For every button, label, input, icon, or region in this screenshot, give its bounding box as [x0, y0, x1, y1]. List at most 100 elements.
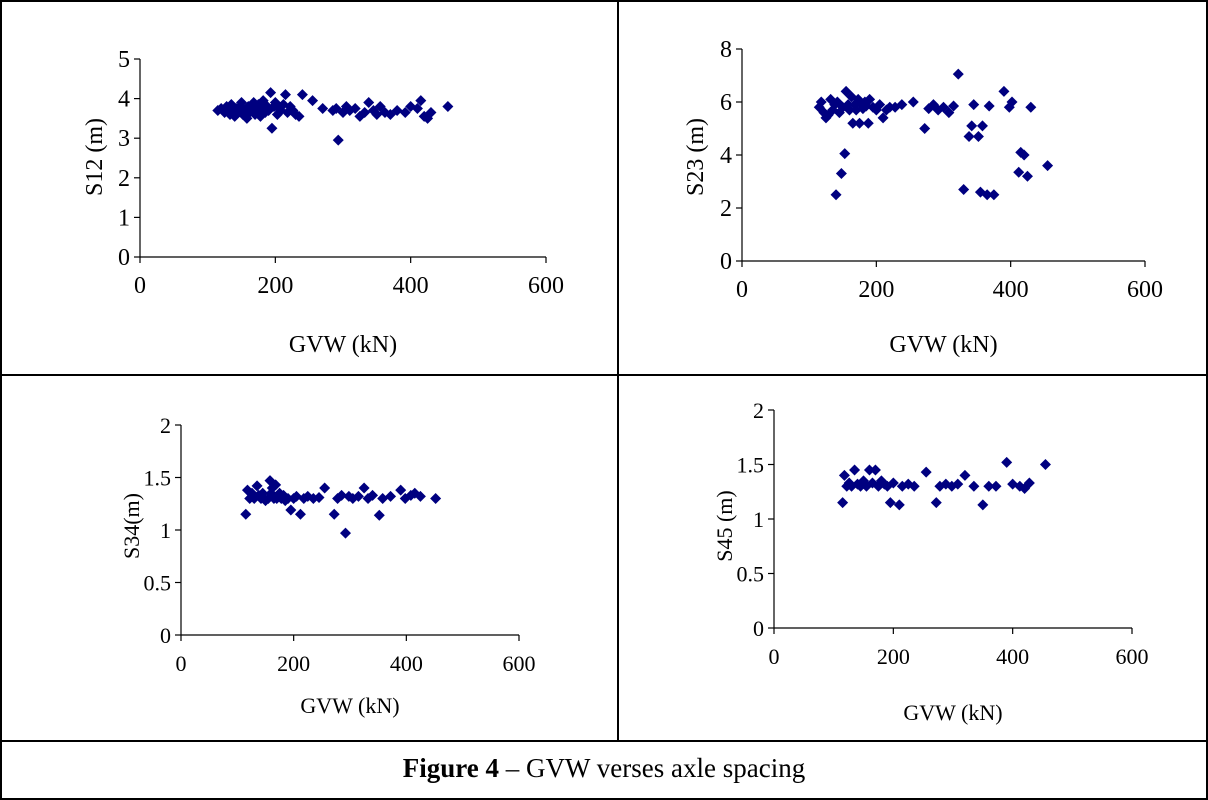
- data-point-marker: [1023, 477, 1035, 489]
- scatter-chart-s12: 0 1 2 3 4 5 0 200 400 600 GVW (kN) S12 (m): [82, 47, 564, 358]
- data-point-marker: [818, 107, 830, 119]
- data-point-marker: [874, 99, 886, 111]
- data-point-marker: [977, 499, 989, 511]
- figure-caption-text: – GVW verses axle spacing: [499, 753, 806, 783]
- data-point-marker: [430, 493, 442, 504]
- data-point-marker: [332, 134, 344, 146]
- x-axis-label: GVW (kN): [889, 332, 997, 358]
- y-axis-label: S45 (m): [712, 490, 737, 562]
- data-point-marker: [919, 123, 931, 134]
- data-point-marker: [1039, 459, 1051, 470]
- data-point-marker: [968, 99, 980, 111]
- y-tick-label: 2: [753, 398, 764, 423]
- x-tick-label: 400: [393, 273, 429, 299]
- y-tick-label: 1.5: [144, 466, 172, 491]
- data-point-marker: [857, 103, 869, 115]
- data-point-marker: [385, 490, 397, 502]
- data-point-marker: [1001, 456, 1013, 468]
- data-point-marker: [875, 475, 887, 487]
- data-point-marker: [278, 489, 290, 501]
- y-tick-label: 0: [160, 623, 171, 648]
- data-point-marker: [842, 99, 854, 111]
- chart-panel-s34: 0 0.5 1 1.5 2 0 200 400 600 GVW (kN) S34(m): [2, 376, 617, 740]
- data-point-marker: [849, 464, 861, 476]
- data-point-marker: [1018, 149, 1030, 161]
- data-point-marker: [328, 508, 340, 520]
- figure-caption: Figure 4 – GVW verses axle spacing: [0, 740, 1208, 796]
- x-axis-label: GVW (kN): [903, 700, 1002, 725]
- data-point-marker: [359, 106, 371, 118]
- data-point-marker: [855, 480, 867, 492]
- data-point-marker: [411, 103, 423, 114]
- x-tick-label: 0: [176, 651, 187, 676]
- data-point-marker: [869, 464, 881, 476]
- y-tick-label: 0.5: [737, 562, 765, 587]
- y-tick-label: 1.5: [737, 453, 765, 478]
- data-point-marker: [839, 148, 851, 160]
- border-bottom: [0, 798, 1208, 800]
- data-point-marker: [858, 475, 869, 487]
- chart-panel-s23: 0 2 4 6 8 0 200 400 600 GVW (kN) S23 (m): [619, 2, 1206, 374]
- y-tick-label: 0: [753, 616, 764, 641]
- data-point-marker: [317, 103, 329, 114]
- y-axis-label: S34(m): [119, 493, 144, 559]
- data-point-marker: [862, 117, 874, 129]
- x-tick-label: 200: [277, 651, 310, 676]
- data-point-marker: [968, 480, 980, 492]
- data-point-marker: [990, 480, 1002, 492]
- data-point-marker: [952, 68, 964, 80]
- y-tick-label: 0: [720, 249, 732, 275]
- scatter-chart-s23: 0 2 4 6 8 0 200 400 600 GVW (kN) S23 (m): [683, 37, 1163, 358]
- data-point-marker: [1025, 101, 1037, 113]
- data-point-marker: [266, 122, 278, 134]
- data-point-marker: [920, 466, 932, 478]
- data-point-marker: [930, 497, 942, 509]
- data-point-marker: [363, 97, 375, 109]
- data-point-marker: [864, 93, 876, 105]
- x-tick-label: 400: [390, 651, 423, 676]
- x-tick-label: 600: [1127, 277, 1163, 303]
- data-point-marker: [415, 95, 427, 107]
- data-point-marker: [294, 508, 306, 520]
- data-point-marker: [1003, 101, 1015, 113]
- data-point-marker: [988, 189, 1000, 201]
- y-axis-label: S12 (m): [82, 118, 108, 196]
- data-point-marker: [966, 120, 978, 132]
- data-point-marker: [983, 480, 995, 492]
- x-axis-label: GVW (kN): [300, 693, 399, 718]
- data-point-marker: [1015, 146, 1027, 158]
- chart-panel-s12: 0 1 2 3 4 5 0 200 400 600 GVW (kN) S12 (m): [2, 2, 617, 374]
- data-point-marker: [240, 508, 252, 520]
- data-point-marker: [896, 480, 908, 492]
- x-tick-label: 200: [877, 644, 910, 669]
- data-point-marker: [835, 168, 847, 180]
- y-tick-label: 2: [160, 413, 171, 438]
- figure-caption-label: Figure 4: [402, 753, 500, 783]
- x-tick-label: 400: [993, 277, 1029, 303]
- data-point-marker: [307, 95, 319, 107]
- data-point-marker: [251, 480, 263, 492]
- data-point-marker: [998, 85, 1010, 97]
- data-point-marker: [908, 480, 920, 492]
- x-tick-label: 200: [257, 273, 293, 299]
- data-point-marker: [854, 117, 866, 129]
- scatter-chart-s45: 0 0.5 1 1.5 2 0 200 400 600 GVW (kN) S45 (m): [712, 398, 1149, 725]
- data-point-marker: [830, 189, 842, 201]
- data-point-marker: [270, 479, 282, 491]
- border-middle-vertical: [617, 0, 619, 742]
- data-point-marker: [958, 183, 970, 195]
- data-point-marker: [373, 509, 385, 521]
- y-tick-label: 0: [118, 245, 130, 271]
- y-tick-label: 8: [720, 37, 732, 63]
- data-point-marker: [887, 477, 899, 489]
- y-tick-label: 0.5: [144, 571, 172, 596]
- data-point-marker: [948, 100, 960, 112]
- data-point-marker: [442, 101, 454, 113]
- x-tick-label: 400: [996, 644, 1029, 669]
- x-tick-label: 0: [736, 277, 748, 303]
- y-tick-label: 1: [160, 518, 171, 543]
- y-tick-label: 2: [118, 166, 130, 192]
- data-point-marker: [395, 484, 407, 496]
- data-point-marker: [963, 130, 975, 142]
